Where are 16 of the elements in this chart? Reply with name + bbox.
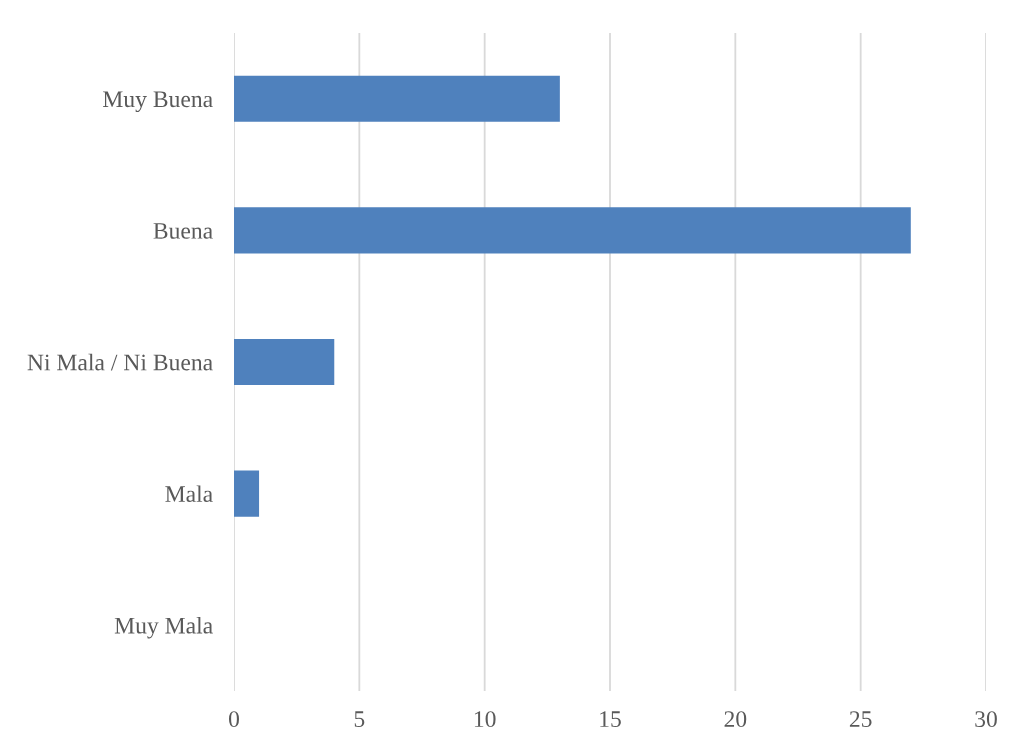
bar bbox=[234, 207, 911, 254]
y-tick-label: Muy Mala bbox=[114, 617, 213, 639]
x-tick-label: 30 bbox=[975, 711, 997, 728]
y-tick-label: Buena bbox=[153, 223, 213, 239]
y-tick-label: Mala bbox=[165, 485, 213, 503]
bar bbox=[234, 338, 335, 386]
x-tick-label: 20 bbox=[724, 711, 747, 728]
x-tick-label: 5 bbox=[354, 711, 365, 728]
bar bbox=[234, 75, 560, 122]
y-tick-label: Muy Buena bbox=[103, 91, 213, 113]
bar bbox=[234, 470, 260, 517]
x-tick-label: 0 bbox=[229, 711, 239, 728]
y-tick-label: Ni Mala / Ni Buena bbox=[27, 353, 213, 371]
x-tick-label: 15 bbox=[600, 711, 621, 728]
x-tick-label: 10 bbox=[474, 711, 496, 728]
x-tick-label: 25 bbox=[849, 711, 872, 728]
